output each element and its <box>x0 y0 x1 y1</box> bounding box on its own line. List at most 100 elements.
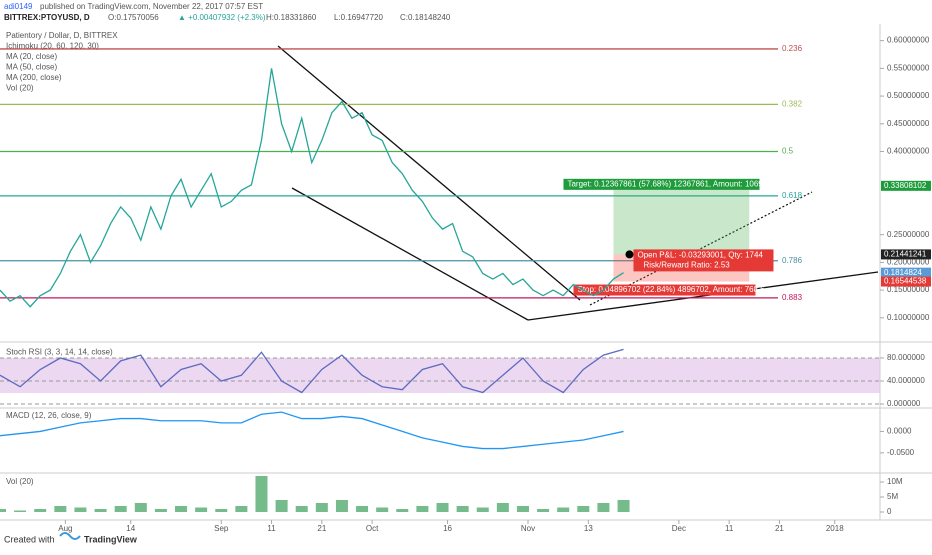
x-tick-label: Sep <box>214 524 229 533</box>
x-tick-label: Aug <box>58 524 72 533</box>
volume-bar <box>376 507 389 512</box>
volume-bar <box>195 507 208 512</box>
volume-bar <box>416 506 429 512</box>
x-tick-label: 11 <box>725 524 734 533</box>
volume-bar <box>557 507 570 512</box>
volume-bar <box>496 503 509 512</box>
x-tick-label: Dec <box>672 524 686 533</box>
x-tick-label: 2018 <box>826 524 844 533</box>
y-tick-label: 0.40000000 <box>887 147 930 156</box>
footer: Created with TradingView <box>4 532 138 544</box>
price-tag: 0.1814824 <box>884 268 922 277</box>
volume-bar <box>154 509 167 512</box>
volume-bar <box>235 506 248 512</box>
entry-point <box>625 250 634 259</box>
volume-bar <box>255 476 268 512</box>
fib-label: 0.883 <box>782 293 803 302</box>
volume-bar <box>34 509 47 512</box>
volume-bar <box>0 509 6 512</box>
close: C:0.18148240 <box>400 13 451 22</box>
price-tag: 0.21441241 <box>884 250 927 259</box>
target-zone <box>613 185 750 255</box>
high: H:0.18331860 <box>266 13 317 22</box>
fib-label: 0.618 <box>782 191 803 200</box>
symbol: BITTREX:PTOYUSD, D <box>4 13 90 22</box>
y-tick-label: 0.55000000 <box>887 63 930 72</box>
y-tick-label: 0.50000000 <box>887 91 930 100</box>
volume-bar <box>516 506 529 512</box>
volume-bar <box>436 503 449 512</box>
price-tag-bg <box>881 180 931 191</box>
legend-entry: Vol (20) <box>6 84 34 93</box>
price-line <box>0 68 624 308</box>
ohlc: BITTREX:PTOYUSD, D O:0.17570056 ▲ +0.004… <box>4 13 451 22</box>
volume-bar <box>134 503 147 512</box>
y-tick-label: 0.45000000 <box>887 119 930 128</box>
legend: Patientory / Dollar, D, BITTREX Ichimoku … <box>6 31 118 93</box>
y-tick-label: 0.15000000 <box>887 285 930 294</box>
price-tag-bg <box>881 276 931 287</box>
x-tick-label: 21 <box>317 524 326 533</box>
y-tick-label: 40.000000 <box>887 376 925 385</box>
logo <box>59 532 81 540</box>
y-tick-label: 0.25000000 <box>887 230 930 239</box>
trend-line <box>527 271 879 321</box>
volume-bar <box>175 506 188 512</box>
volume-bar <box>295 506 308 512</box>
price-tag-bg <box>881 249 931 260</box>
x-tick-label: 21 <box>775 524 784 533</box>
published: published on TradingView.com, November 2… <box>40 2 263 11</box>
y-tick-label: 0.0000 <box>887 427 912 436</box>
open-label-bg <box>633 249 774 272</box>
macd-line <box>0 411 624 450</box>
volume-bar <box>74 507 87 512</box>
change: ▲ +0.00407932 (+2.3%) <box>178 13 266 22</box>
target-label: Target: 0.12367861 (57.68%) 12367861, Am… <box>567 179 769 188</box>
legend-entry: MA (50, close) <box>6 63 57 72</box>
stoch-line <box>0 348 624 394</box>
y-tick-label: 5M <box>887 492 898 501</box>
open-label: Open P&L: -0.03293001, Qty: 1744 <box>637 251 763 260</box>
legend-entry: MA (200, close) <box>6 73 62 82</box>
plot: Aug 14 Sep 11 21 Oct 16 Nov 13 Dec 11 21 2018 0.60000… <box>0 36 931 533</box>
y-tick-label: 0 <box>887 507 892 516</box>
volume-bar <box>275 500 288 512</box>
y-tick-label: 80.000000 <box>887 353 925 362</box>
y-tick-label: -0.0500 <box>887 448 915 457</box>
brand: TradingView <box>84 534 138 544</box>
volume-bar <box>617 500 630 512</box>
volume-bar <box>537 509 550 512</box>
volume-bar <box>456 506 469 512</box>
ratio-label: Risk/Reward Ratio: 2.53 <box>643 261 730 270</box>
volume-bar <box>597 503 610 512</box>
y-tick-label: 0.000000 <box>887 399 921 408</box>
y-tick-label: 0.20000000 <box>887 257 930 266</box>
x-tick-label: 16 <box>443 524 452 533</box>
fib-label: 0.382 <box>782 99 803 108</box>
x-tick-label: 11 <box>267 524 276 533</box>
stoch-band <box>0 358 880 393</box>
legend-entry: Patientory / Dollar, D, BITTREX <box>6 31 118 40</box>
price-tag: 0.16544538 <box>884 277 927 286</box>
author: adi0149 <box>4 2 33 11</box>
low: L:0.16947720 <box>334 13 383 22</box>
price-tag: 0.33808102 <box>884 181 927 190</box>
volume-bar <box>476 507 489 512</box>
y-tick-label: 10M <box>887 477 903 486</box>
volume-bar <box>356 506 369 512</box>
y-tick-label: 0.60000000 <box>887 36 930 45</box>
volume-bar <box>14 510 27 512</box>
volume-bar <box>335 500 348 512</box>
open: O:0.17570056 <box>108 13 159 22</box>
x-tick-label: 13 <box>584 524 593 533</box>
pane-title: Stoch RSI (3, 3, 14, 14, close) <box>6 348 113 357</box>
volume-bar <box>114 506 127 512</box>
volume-bar <box>577 506 590 512</box>
pane-title: MACD (12, 26, close, 9) <box>6 411 92 420</box>
target-label-bg <box>563 178 760 190</box>
y-tick-label: 0.10000000 <box>887 313 930 322</box>
volume-bar <box>396 509 409 512</box>
footer-text: Created with <box>4 534 55 544</box>
